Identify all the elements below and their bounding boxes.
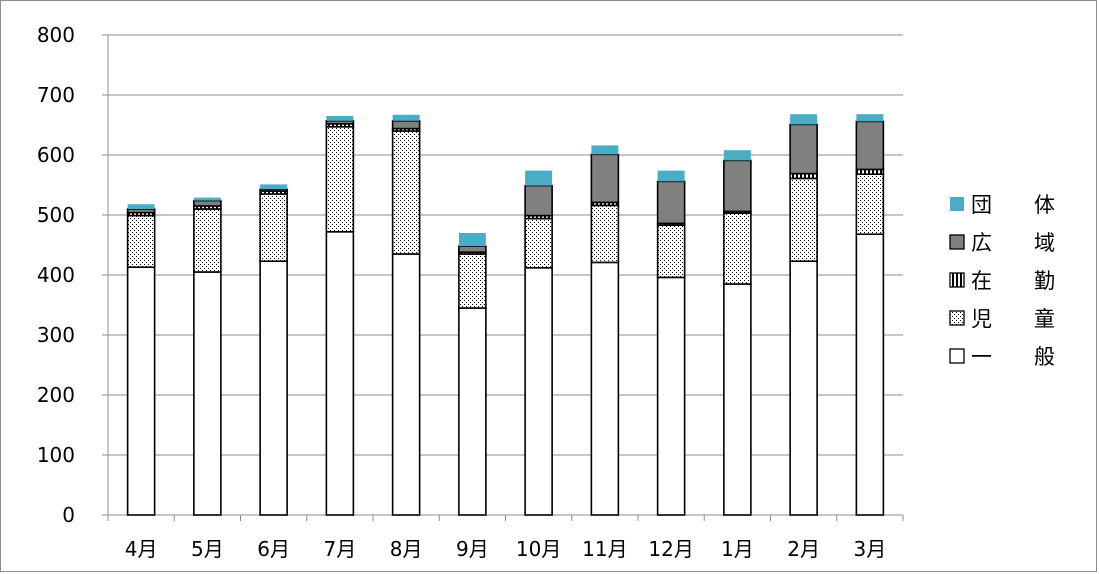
y-tick-label: 600 [37, 143, 75, 167]
x-tick-label: 8月 [390, 537, 423, 561]
bar-segment [524, 184, 553, 217]
bar-segment [259, 260, 288, 516]
legend: 団 体広 域在 勤児 童一 般 [949, 193, 1055, 369]
x-tick-label: 11月 [582, 537, 627, 561]
bar-segment [590, 261, 620, 516]
bar-segment [790, 114, 818, 125]
bar-segment [326, 116, 354, 121]
bar-segment [458, 233, 486, 247]
bar-segment [458, 253, 487, 309]
x-tick-label: 10月 [516, 537, 561, 561]
bar-segment [325, 126, 355, 233]
x-tick-label: 6月 [257, 537, 290, 561]
bar-segment [260, 184, 288, 190]
bar-segment [259, 188, 288, 192]
x-tick-label: 3月 [854, 537, 887, 561]
legend-swatch [949, 272, 965, 288]
y-tick-label: 0 [62, 503, 75, 527]
bar-segment [193, 208, 222, 273]
bar-segment [325, 231, 355, 516]
y-tick-label: 300 [37, 323, 75, 347]
y-tick-label: 500 [37, 203, 75, 227]
bar-segment [193, 271, 222, 516]
bar-segment [391, 130, 421, 255]
bar-segment [525, 170, 553, 186]
bar-segment [524, 266, 553, 516]
bar-segment [126, 208, 156, 214]
bar-segment [856, 114, 884, 122]
legend-label: 在 勤 [971, 269, 1055, 293]
bar-segment [656, 224, 686, 279]
y-tick-label: 100 [37, 443, 75, 467]
bar-segment [656, 276, 686, 516]
bar-segment [391, 120, 421, 130]
bar-segment [458, 245, 487, 253]
legend-label: 児 童 [971, 307, 1055, 331]
bar-segment [723, 159, 752, 213]
x-tick-label: 5月 [191, 537, 224, 561]
bar-segment [392, 114, 420, 121]
bar-segment [855, 120, 885, 171]
bar-segment [127, 204, 155, 209]
bar-segment [458, 307, 487, 516]
legend-swatch [949, 348, 965, 364]
bar-segment [126, 214, 156, 269]
bar-segment [723, 212, 752, 285]
bar-segment [126, 266, 156, 516]
legend-label: 一 般 [971, 345, 1055, 369]
bar-segment [391, 253, 421, 516]
bar-segment [855, 233, 885, 516]
bar-segment [789, 260, 818, 516]
bar-segment [591, 145, 619, 155]
bar-segment [656, 180, 686, 225]
bars [126, 114, 885, 516]
bar-segment [855, 173, 885, 235]
grid-lines [108, 34, 903, 456]
legend-label: 団 体 [971, 193, 1055, 217]
bar-segment [325, 120, 355, 125]
legend-swatch [950, 197, 964, 211]
bar-segment [524, 217, 553, 269]
x-tick-label: 7月 [324, 537, 357, 561]
bar-segment [723, 283, 752, 516]
bar-segment [723, 150, 751, 161]
y-tick-label: 400 [37, 263, 75, 287]
bar-segment [193, 197, 221, 201]
y-tick-label: 800 [37, 23, 75, 47]
legend-swatch [949, 234, 965, 250]
bar-segment [657, 170, 685, 182]
bar-segment [789, 177, 818, 262]
x-tick-label: 9月 [456, 537, 489, 561]
x-tick-labels: 4月 5月 6月 7月 8月 9月 10月 11月 12月 1月 2月 3月 [125, 537, 886, 561]
x-tick-label: 2月 [787, 537, 820, 561]
bar-segment [590, 204, 620, 264]
legend-swatch [949, 310, 965, 326]
y-tick-label: 700 [37, 83, 75, 107]
legend-label: 広 域 [971, 231, 1055, 255]
axes [102, 34, 904, 521]
x-tick-label: 1月 [721, 537, 754, 561]
y-tick-label: 200 [37, 383, 75, 407]
x-tick-label: 12月 [648, 537, 693, 561]
bar-segment [259, 193, 288, 262]
bar-segment [193, 199, 222, 207]
x-tick-label: 4月 [125, 537, 158, 561]
bar-segment [789, 123, 818, 175]
y-tick-labels: 0 100 200 300 400 500 600 700 800 [37, 23, 75, 527]
bar-segment [590, 153, 620, 204]
